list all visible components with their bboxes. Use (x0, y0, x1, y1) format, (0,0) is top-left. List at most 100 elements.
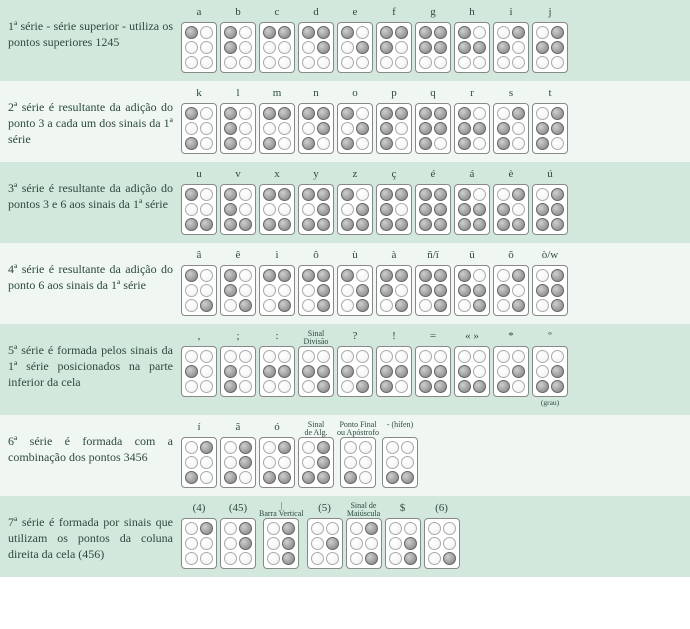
braille-dot-6 (434, 380, 447, 393)
braille-dot-2 (536, 284, 549, 297)
braille-cell (220, 22, 256, 73)
braille-dot-3 (458, 137, 471, 150)
braille-dot-4 (434, 269, 447, 282)
braille-cell (298, 22, 334, 73)
braille-cell (415, 346, 451, 397)
braille-series-table: 1ª série - série superior - utiliza os p… (0, 0, 690, 577)
braille-dot-2 (224, 122, 237, 135)
braille-cell-column: - (hífen) (382, 421, 418, 488)
braille-cell (376, 346, 412, 397)
braille-cell (259, 103, 295, 154)
cell-label: ? (353, 330, 358, 344)
braille-dot-5 (278, 203, 291, 216)
braille-dot-6 (317, 471, 330, 484)
braille-cell-column: ; (220, 330, 256, 407)
braille-dot-3 (428, 552, 441, 565)
braille-dot-6 (512, 137, 525, 150)
braille-dot-5 (365, 537, 378, 550)
braille-dot-6 (239, 380, 252, 393)
braille-dot-3 (185, 218, 198, 231)
braille-cell-column: p (376, 87, 412, 154)
braille-dot-1 (302, 441, 315, 454)
cell-label: q (430, 87, 436, 101)
braille-dot-3 (263, 299, 276, 312)
cell-label: í (197, 421, 200, 435)
cell-label: g (430, 6, 436, 20)
braille-cell-column: k (181, 87, 217, 154)
braille-dot-6 (200, 56, 213, 69)
braille-cell-column: (5) (307, 502, 343, 569)
braille-dot-6 (200, 299, 213, 312)
braille-dot-3 (224, 380, 237, 393)
braille-dot-5 (317, 456, 330, 469)
braille-dot-3 (497, 56, 510, 69)
braille-dot-6 (551, 380, 564, 393)
braille-dot-1 (350, 522, 363, 535)
braille-dot-5 (434, 203, 447, 216)
braille-dot-1 (263, 350, 276, 363)
braille-dot-5 (356, 284, 369, 297)
braille-dot-4 (512, 26, 525, 39)
cell-label: õ (508, 249, 514, 263)
braille-cell (298, 346, 334, 397)
cell-label: ! (392, 330, 396, 344)
braille-dot-2 (536, 122, 549, 135)
braille-cell-column: z (337, 168, 373, 235)
cell-label: Sinalde Alg. (304, 421, 327, 435)
braille-dot-1 (341, 107, 354, 120)
braille-dot-2 (302, 41, 315, 54)
braille-cell-column: í (181, 421, 217, 488)
braille-dot-6 (356, 218, 369, 231)
braille-dot-3 (497, 218, 510, 231)
braille-dot-4 (317, 269, 330, 282)
braille-dot-3 (185, 552, 198, 565)
braille-cell-column: l (220, 87, 256, 154)
cell-label: t (548, 87, 551, 101)
braille-dot-2 (536, 365, 549, 378)
braille-dot-5 (551, 365, 564, 378)
braille-cell-column: è (493, 168, 529, 235)
braille-dot-4 (434, 350, 447, 363)
braille-dot-4 (434, 188, 447, 201)
braille-cell (376, 184, 412, 235)
braille-dot-2 (302, 203, 315, 216)
braille-dot-5 (473, 203, 486, 216)
braille-dot-4 (278, 441, 291, 454)
braille-dot-2 (263, 456, 276, 469)
braille-cell-column: i (493, 6, 529, 73)
cell-label: ú (547, 168, 553, 182)
braille-dot-1 (224, 522, 237, 535)
braille-dot-3 (419, 380, 432, 393)
braille-cell-column: v (220, 168, 256, 235)
braille-dot-6 (473, 56, 486, 69)
braille-dot-5 (551, 41, 564, 54)
braille-dot-3 (302, 471, 315, 484)
braille-dot-6 (434, 137, 447, 150)
braille-dot-5 (404, 537, 417, 550)
braille-dot-5 (200, 41, 213, 54)
braille-dot-6 (395, 56, 408, 69)
braille-cell (376, 22, 412, 73)
braille-cell-column: ì (259, 249, 295, 316)
cell-label: ; (236, 330, 239, 344)
braille-dot-2 (267, 537, 280, 550)
braille-dot-5 (278, 365, 291, 378)
braille-dot-6 (200, 380, 213, 393)
braille-dot-3 (380, 299, 393, 312)
braille-cell (493, 346, 529, 397)
braille-dot-3 (344, 471, 357, 484)
braille-cell-column: q (415, 87, 451, 154)
braille-dot-1 (311, 522, 324, 535)
braille-dot-4 (473, 107, 486, 120)
braille-dot-1 (302, 350, 315, 363)
braille-cell-column: ê (220, 249, 256, 316)
braille-dot-1 (419, 350, 432, 363)
braille-dot-3 (380, 380, 393, 393)
braille-dot-4 (365, 522, 378, 535)
braille-cell (340, 437, 376, 488)
braille-dot-5 (473, 284, 486, 297)
series-row-6: 6ª série é formada com a combinação dos … (0, 415, 690, 496)
braille-dot-5 (395, 284, 408, 297)
braille-dot-4 (200, 441, 213, 454)
braille-dot-5 (356, 365, 369, 378)
